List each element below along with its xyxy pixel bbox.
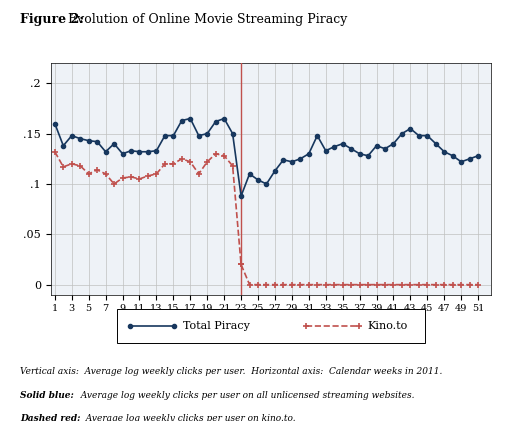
Text: Figure 2:: Figure 2: <box>20 13 84 26</box>
FancyBboxPatch shape <box>116 309 424 344</box>
Text: Dashed red:: Dashed red: <box>20 414 81 421</box>
X-axis label: Week: Week <box>253 319 287 332</box>
Text: Average log weekly clicks per user on kino.to.: Average log weekly clicks per user on ki… <box>80 414 295 421</box>
Text: Kino.to: Kino.to <box>367 321 407 331</box>
Text: Evolution of Online Movie Streaming Piracy: Evolution of Online Movie Streaming Pira… <box>68 13 347 26</box>
Text: Solid blue:: Solid blue: <box>20 391 74 400</box>
Text: Total Piracy: Total Piracy <box>182 321 249 331</box>
Text: Vertical axis:  Average log weekly clicks per user.  Horizontal axis:  Calendar : Vertical axis: Average log weekly clicks… <box>20 367 442 376</box>
Text: Average log weekly clicks per user on all unlicensed streaming websites.: Average log weekly clicks per user on al… <box>75 391 414 400</box>
